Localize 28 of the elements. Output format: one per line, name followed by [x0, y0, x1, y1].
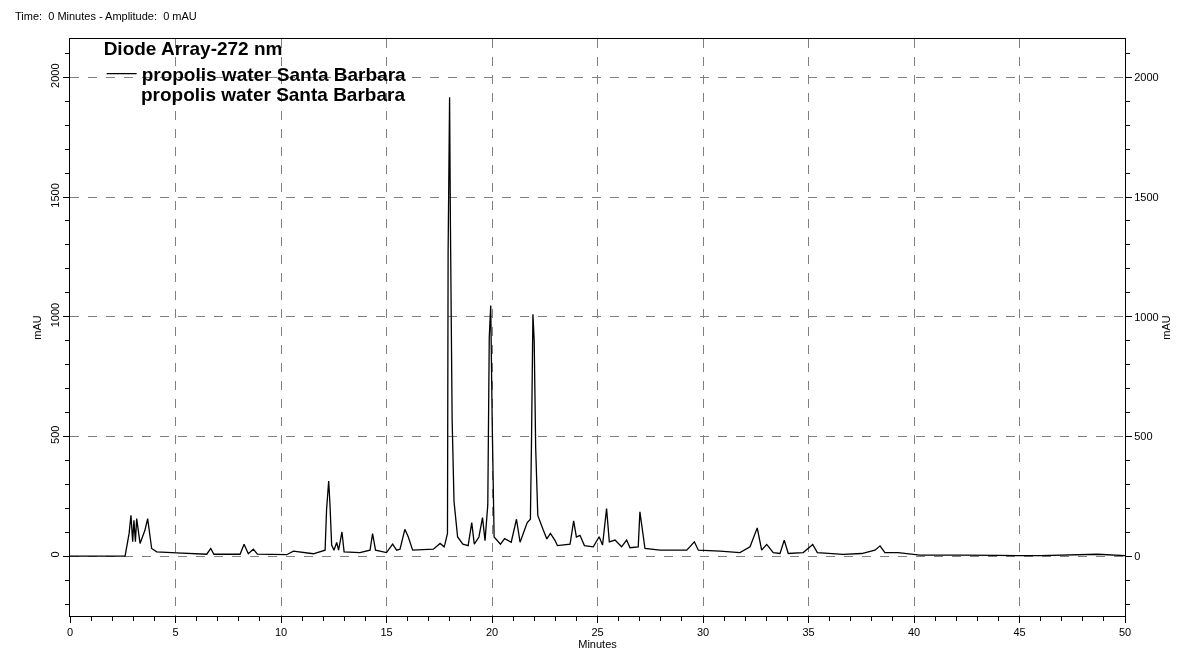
y2-tick-label: 0 [1134, 550, 1141, 562]
y-tick-label: 0 [48, 551, 61, 558]
x-tick-label: 0 [66, 626, 74, 639]
x-tick-label: 5 [172, 626, 179, 639]
annotation: propolis water Santa Barbara [141, 84, 406, 105]
y2-tick-label: 1500 [1134, 190, 1159, 203]
y-axis-title: mAU [31, 315, 44, 340]
y-tick-label: 2000 [48, 63, 61, 88]
x-tick-label: 10 [274, 626, 288, 639]
x-tick-label: 40 [907, 626, 921, 639]
chart-title: Time: 0 Minutes - Amplitude: 0 mAU [15, 9, 197, 22]
legend-title: Diode Array-272 nm [103, 37, 283, 59]
y-tick-label: 1000 [48, 302, 61, 328]
y-tick-label: 500 [48, 425, 61, 444]
x-tick-label: 30 [696, 626, 710, 639]
x-tick-label: 35 [802, 626, 815, 639]
y2-axis-title: mAU [1159, 315, 1172, 340]
x-tick-label: 50 [1118, 626, 1132, 639]
x-tick-label: 45 [1013, 626, 1026, 639]
x-tick-label: 25 [591, 626, 604, 639]
x-tick-label: 15 [380, 626, 393, 639]
x-axis-title: Minutes [578, 638, 618, 651]
x-tick-label: 20 [485, 626, 499, 639]
y-tick-label: 1500 [48, 183, 61, 208]
y2-tick-label: 500 [1134, 430, 1153, 443]
y2-tick-label: 2000 [1134, 71, 1159, 84]
legend-label: propolis water Santa Barbara [141, 63, 407, 85]
y2-tick-label: 1000 [1134, 310, 1159, 323]
